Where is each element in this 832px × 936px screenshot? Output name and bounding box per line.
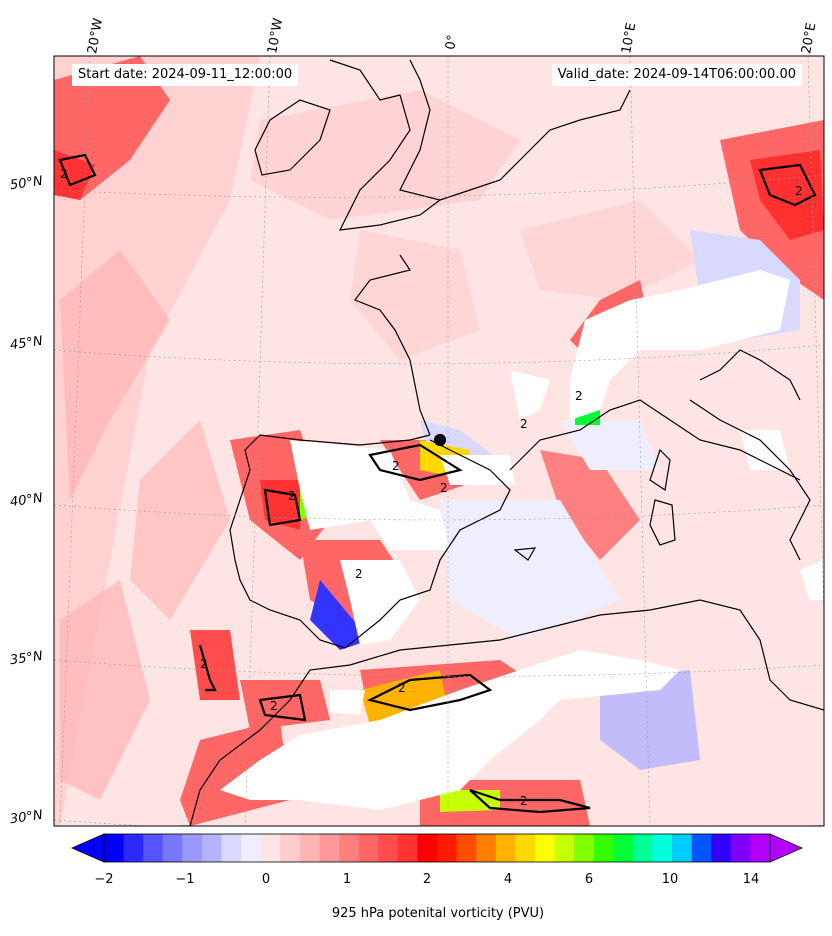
- colorbar-segment: [593, 834, 614, 862]
- colorbar-segment: [339, 834, 360, 862]
- colorbar-segment: [299, 834, 320, 862]
- colorbar-segment: [515, 834, 536, 862]
- valid-date-label: Valid_date: 2024-09-14T06:00:00.00: [551, 64, 802, 86]
- colorbar-segment: [495, 834, 516, 862]
- colorbar-segment: [632, 834, 653, 862]
- start-date-label: Start date: 2024-09-11_12:00:00: [72, 64, 299, 86]
- contour-label: 2: [398, 681, 406, 695]
- colorbar-segment: [554, 834, 575, 862]
- lon-label-0: 0°: [443, 33, 461, 51]
- masked-regions: [220, 270, 824, 810]
- contour-label: 2: [392, 459, 400, 473]
- colorbar-segment: [672, 834, 693, 862]
- colorbar-segment: [241, 834, 262, 862]
- contour-label: 2: [575, 389, 583, 403]
- contour-label: 2: [270, 699, 278, 713]
- colorbar-segment: [260, 834, 281, 862]
- colorbar-segment: [358, 834, 379, 862]
- colorbar-segment: [652, 834, 673, 862]
- graticule: [54, 56, 824, 826]
- colorbar-segment: [711, 834, 732, 862]
- contour-label: 2: [795, 184, 803, 198]
- cb-tick: 4: [503, 872, 513, 887]
- colorbar-segment: [476, 834, 497, 862]
- cb-tick: 1: [342, 872, 352, 887]
- colorbar-segment: [280, 834, 301, 862]
- colorbar-segment: [574, 834, 595, 862]
- colorbar-segment: [143, 834, 164, 862]
- colorbar-segment: [417, 834, 438, 862]
- cb-tick: 10: [661, 872, 679, 887]
- colorbar-segment: [437, 834, 458, 862]
- contour-label: 2: [520, 794, 528, 808]
- colorbar-segment: [730, 834, 751, 862]
- cb-tick: −1: [175, 872, 195, 887]
- colorbar-min-extend: [72, 834, 104, 862]
- colorbar-segment: [182, 834, 203, 862]
- colorbar-segment: [162, 834, 183, 862]
- pv-field-atlantic: [54, 56, 260, 826]
- colorbar-label: 925 hPa potenital vorticity (PVU): [331, 906, 545, 921]
- cb-tick: 6: [584, 872, 594, 887]
- cb-tick: 14: [742, 872, 760, 887]
- colorbar-segment: [319, 834, 340, 862]
- map-border: [53, 55, 825, 827]
- colorbar-segment: [397, 834, 418, 862]
- colorbar-segment: [456, 834, 477, 862]
- colorbar-segment: [613, 834, 634, 862]
- contour-label: 2: [440, 481, 448, 495]
- colorbar-segment: [378, 834, 399, 862]
- contour-label: 2: [200, 657, 208, 671]
- contour-label: 2: [520, 417, 528, 431]
- cb-tick: 0: [261, 872, 271, 887]
- contour-label: 2: [355, 567, 363, 581]
- colorbar-segment: [123, 834, 144, 862]
- colorbar-segment: [534, 834, 556, 862]
- contour-label: 2: [288, 489, 296, 503]
- colorbar: [71, 833, 803, 863]
- cb-tick: −2: [94, 872, 114, 887]
- contour-label: 2: [60, 167, 68, 181]
- colorbar-segment: [750, 834, 771, 862]
- colorbar-segment: [221, 834, 242, 862]
- colorbar-segment: [104, 834, 125, 862]
- cb-tick: 2: [422, 872, 432, 887]
- colorbar-segment: [201, 834, 223, 862]
- colorbar-max-extend: [770, 834, 802, 862]
- colorbar-segment: [691, 834, 712, 862]
